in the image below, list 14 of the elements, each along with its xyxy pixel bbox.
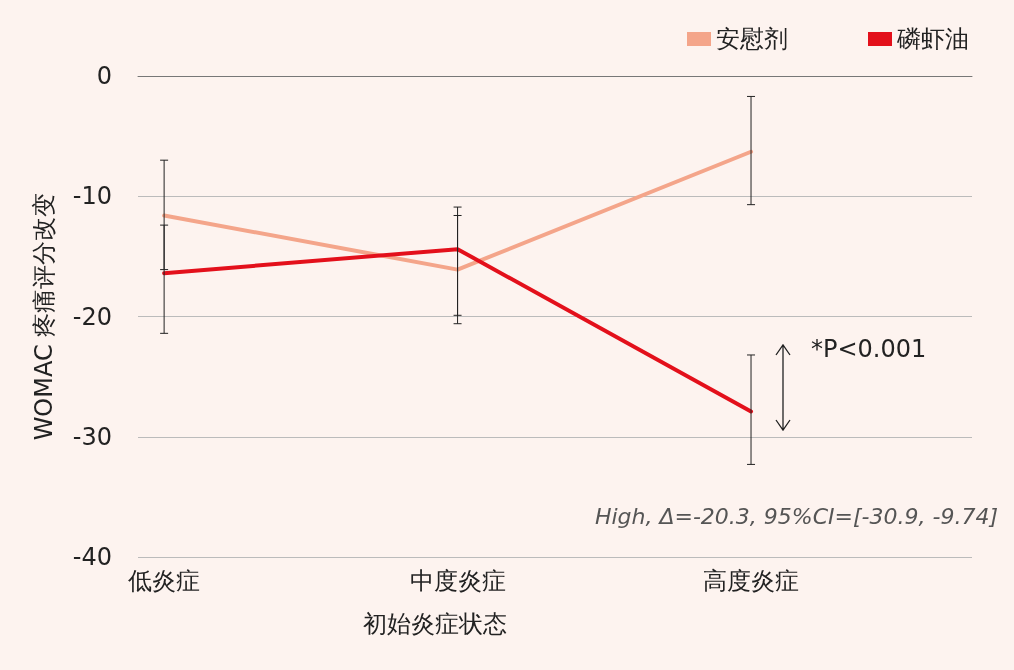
y-tick-label: 0: [96, 62, 112, 90]
annotation: High, Δ=-20.3, 95%CI=[-30.9, -9.74]: [594, 504, 998, 529]
x-axis-title: 初始炎症状态: [363, 610, 507, 638]
y-tick-label: -40: [72, 543, 112, 571]
y-axis-title: WOMAC 疼痛评分改变: [30, 192, 58, 441]
x-tick-label: 高度炎症: [703, 567, 800, 595]
legend-label: 安慰剂: [716, 25, 788, 53]
y-tick-label: -10: [72, 182, 112, 211]
annotation: *P<0.001: [811, 335, 927, 363]
y-tick-label: -30: [72, 422, 112, 451]
legend-label: 磷虾油: [896, 25, 969, 53]
y-tick-label: -20: [72, 302, 112, 331]
x-tick-label: 中度炎症: [409, 567, 506, 595]
x-tick-label: 低炎症: [128, 567, 201, 595]
